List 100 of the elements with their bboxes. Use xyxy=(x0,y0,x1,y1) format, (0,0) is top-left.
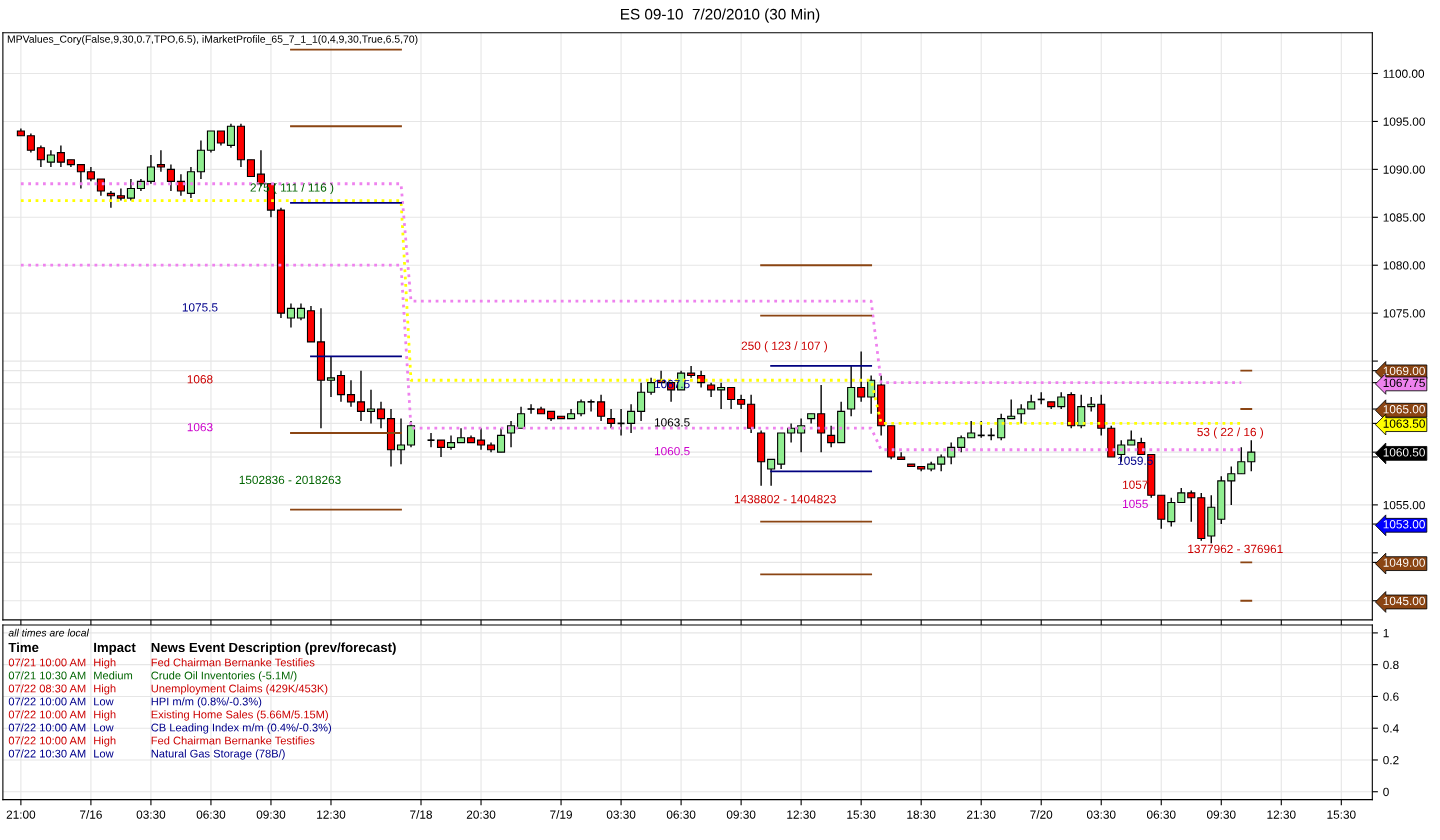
annotation: 53 ( 22 / 16 ) xyxy=(1197,427,1264,439)
y-tick-label: 1060.50 xyxy=(1383,448,1425,457)
annotation: Impact xyxy=(94,642,136,655)
x-tick-label: 15:30 xyxy=(847,810,876,819)
annotation: 07/21 10:00 AM xyxy=(8,658,86,667)
y-tick-label: 1075.00 xyxy=(1383,309,1425,318)
x-tick-label: 7/16 xyxy=(80,810,102,819)
y-tick-label: 1080.00 xyxy=(1383,261,1425,270)
annotation: 07/22 08:30 AM xyxy=(8,684,86,693)
y-tick-label: 0.4 xyxy=(1383,724,1399,733)
y-tick-label: 1067.75 xyxy=(1383,378,1425,388)
candlestick xyxy=(426,432,436,449)
candlestick xyxy=(396,417,406,465)
candlestick xyxy=(1077,393,1086,429)
y-tick-label: 1063.50 xyxy=(1383,419,1425,428)
candlestick xyxy=(817,384,826,453)
x-tick-label: 06:30 xyxy=(196,810,226,819)
candlestick xyxy=(597,393,606,422)
y-tick-label: 0.8 xyxy=(1383,660,1399,670)
x-tick-label: 06:30 xyxy=(1146,810,1176,819)
x-tick-label: 03:30 xyxy=(136,810,166,819)
y-tick-label: 0 xyxy=(1383,787,1389,797)
candlestick xyxy=(827,425,836,449)
annotation: 1068 xyxy=(187,375,213,384)
candlestick xyxy=(496,427,506,453)
x-tick-label: 18:30 xyxy=(907,810,936,819)
y-tick-label: 1045.00 xyxy=(1383,596,1425,606)
candlestick xyxy=(1157,494,1166,530)
candlestick xyxy=(226,123,236,149)
annotation: 1063 xyxy=(187,423,213,432)
candlestick xyxy=(967,420,976,439)
candlestick xyxy=(997,413,1006,441)
y-tick-label: 1090.00 xyxy=(1383,165,1425,174)
annotation: Low xyxy=(94,697,114,706)
candlestick xyxy=(36,144,45,168)
candlestick xyxy=(286,302,296,329)
candlestick xyxy=(1097,393,1106,437)
candlestick xyxy=(586,398,596,413)
y-tick-label: 1100.00 xyxy=(1383,69,1425,78)
y-tick-label: 0.2 xyxy=(1383,756,1399,765)
annotation: MPValues_Cory(False,9,30,0.7,TPO,6.5), iMarketProfile_65_7_1_1(0,4,9,30,True,6.5,70) xyxy=(7,35,418,45)
candlestick xyxy=(116,187,125,202)
annotation: HPI m/m (0.8%/-0.3%) xyxy=(151,697,262,708)
candlestick xyxy=(627,403,636,434)
annotation: 07/22 10:00 AM xyxy=(8,710,86,719)
candlestick xyxy=(206,130,216,154)
candlestick xyxy=(847,365,856,417)
y-tick-label: 0.6 xyxy=(1383,692,1399,701)
candlestick xyxy=(176,173,185,197)
x-tick-label: 15:30 xyxy=(1327,810,1356,819)
annotation: 1502836 - 2018263 xyxy=(239,475,341,485)
candlestick xyxy=(326,355,336,398)
candlestick xyxy=(446,434,456,451)
annotation: Low xyxy=(94,749,114,758)
candlestick xyxy=(156,149,165,173)
candlestick xyxy=(747,393,756,434)
x-tick-label: 21:00 xyxy=(6,810,36,819)
candlestick xyxy=(1237,446,1246,475)
x-tick-label: 03:30 xyxy=(606,810,636,819)
annotation: Unemployment Claims (429K/453K) xyxy=(151,684,328,695)
candlestick xyxy=(857,350,866,403)
y-tick-label: 1055.00 xyxy=(1383,500,1425,510)
candlestick xyxy=(146,154,155,185)
x-tick-label: 20:30 xyxy=(466,810,496,819)
y-tick-label: 1049.00 xyxy=(1383,558,1425,567)
annotation: High xyxy=(94,736,116,747)
annotation: Time xyxy=(8,642,39,653)
candlestick xyxy=(687,365,696,379)
candlestick xyxy=(376,401,386,429)
x-tick-label: 7/20 xyxy=(1030,810,1053,819)
candlestick xyxy=(406,420,416,449)
annotation: Fed Chairman Bernanke Testifies xyxy=(151,658,315,667)
annotation: High xyxy=(94,684,116,695)
annotation: Low xyxy=(94,723,114,732)
annotation: 07/22 10:00 AM xyxy=(8,697,86,706)
candlestick xyxy=(526,403,536,415)
annotation: 07/22 10:30 AM xyxy=(8,749,86,758)
annotation: all times are local xyxy=(8,628,90,637)
annotation: 1075.5 xyxy=(182,303,218,312)
candlestick xyxy=(767,458,776,487)
x-tick-label: 12:30 xyxy=(317,810,346,819)
annotation: 1055 xyxy=(1123,499,1148,509)
annotation: Natural Gas Storage (78B/) xyxy=(151,749,285,760)
annotation: High xyxy=(94,710,116,721)
annotation: Medium xyxy=(94,671,133,680)
annotation: 07/22 10:00 AM xyxy=(8,736,86,745)
y-tick-label: 1069.00 xyxy=(1383,366,1425,376)
y-tick-label: 1085.00 xyxy=(1383,213,1425,222)
candlestick xyxy=(346,379,356,408)
candlestick xyxy=(356,369,366,422)
candlestick xyxy=(607,408,616,429)
candlestick xyxy=(26,132,35,154)
annotation: Existing Home Sales (5.66M/5.15M) xyxy=(151,710,328,721)
y-tick-label: 1095.00 xyxy=(1383,117,1425,126)
candlestick xyxy=(56,144,65,168)
annotation: News Event Description (prev/forecast) xyxy=(151,642,396,655)
candlestick xyxy=(196,139,205,180)
candlestick xyxy=(366,389,376,425)
candlestick xyxy=(126,178,135,202)
annotation: High xyxy=(94,658,116,669)
